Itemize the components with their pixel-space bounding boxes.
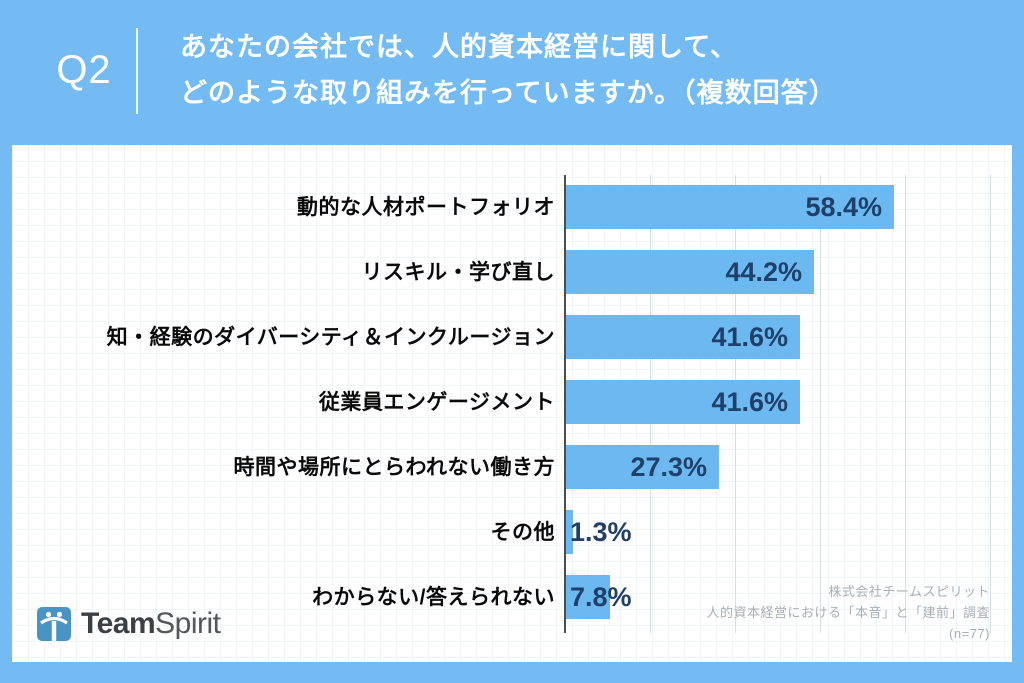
bar xyxy=(566,510,573,554)
category-label: 動的な人材ポートフォリオ xyxy=(297,196,555,219)
bar xyxy=(566,250,814,294)
teamspirit-wordmark: TeamSpirit xyxy=(81,607,221,641)
bar-row: 従業員エンゲージメント 41.6% xyxy=(12,370,1012,435)
value-label: 27.3% xyxy=(630,452,707,482)
value-label: 1.3% xyxy=(570,517,632,547)
gridline xyxy=(990,175,991,633)
source-attribution: 株式会社チームスピリット 人的資本経営における「本音」と「建前」調査 (n=77… xyxy=(706,581,990,644)
logo-team-text: Team xyxy=(81,607,156,640)
value-label: 41.6% xyxy=(711,387,788,417)
category-label: 知・経験のダイバーシティ＆インクルージョン xyxy=(106,326,555,349)
value-label: 44.2% xyxy=(725,257,802,287)
gridline xyxy=(820,175,821,633)
value-label: 58.4% xyxy=(805,192,882,222)
value-label: 7.8% xyxy=(570,582,632,612)
question-line-1: あなたの会社では、人的資本経営に関して、 xyxy=(180,32,738,62)
source-company: 株式会社チームスピリット xyxy=(828,584,990,599)
category-label: 時間や場所にとらわれない働き方 xyxy=(233,456,555,479)
y-axis-line xyxy=(564,175,566,633)
bar-row: わからない/答えられない 7.8% xyxy=(12,565,1012,630)
source-sample-size: (n=77) xyxy=(949,626,990,641)
teamspirit-logo-icon xyxy=(37,607,71,641)
bar-row: 知・経験のダイバーシティ＆インクルージョン 41.6% xyxy=(12,305,1012,370)
value-label: 41.6% xyxy=(711,322,788,352)
bar xyxy=(566,575,610,619)
bar xyxy=(566,315,800,359)
category-label: リスキル・学び直し xyxy=(361,261,555,284)
teamspirit-logo: TeamSpirit xyxy=(36,606,221,642)
header-divider xyxy=(136,28,138,114)
bar xyxy=(566,445,719,489)
category-label: その他 xyxy=(490,521,555,544)
bar-chart: 動的な人材ポートフォリオ 58.4% リスキル・学び直し 44.2% 知・経験のダイバー… xyxy=(12,145,1012,662)
bar-row: 時間や場所にとらわれない働き方 27.3% xyxy=(12,435,1012,500)
bar-row: その他 1.3% xyxy=(12,500,1012,565)
bar xyxy=(566,380,800,424)
source-survey-title: 人的資本経営における「本音」と「建前」調査 xyxy=(706,605,990,620)
question-header: Q2 あなたの会社では、人的資本経営に関して、 どのような取り組みを行っています… xyxy=(0,0,1024,145)
gridline xyxy=(905,175,906,633)
logo-spirit-text: Spirit xyxy=(155,607,221,640)
bar-row: 動的な人材ポートフォリオ 58.4% xyxy=(12,175,1012,240)
chart-panel: 動的な人材ポートフォリオ 58.4% リスキル・学び直し 44.2% 知・経験のダイバー… xyxy=(12,145,1012,662)
bar xyxy=(566,185,894,229)
bar-row: リスキル・学び直し 44.2% xyxy=(12,240,1012,305)
question-number: Q2 xyxy=(56,47,112,92)
question-line-2: どのような取り組みを行っていますか。（複数回答） xyxy=(180,78,837,108)
category-label: わからない/答えられない xyxy=(312,586,555,609)
category-label: 従業員エンゲージメント xyxy=(318,391,555,414)
question-text: あなたの会社では、人的資本経営に関して、 どのような取り組みを行っていますか。（… xyxy=(180,24,837,116)
